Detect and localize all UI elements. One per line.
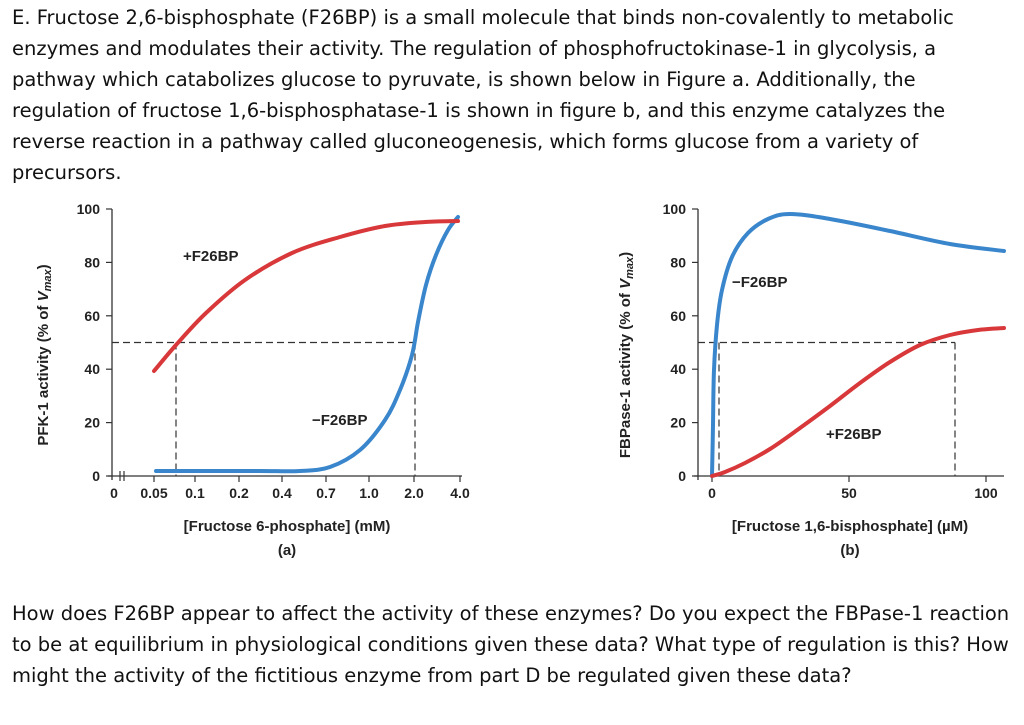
figure-b-y-tick-label: 0: [678, 468, 686, 484]
figure-a-minus-f26bp-curve: [154, 215, 460, 474]
figure-b-x-tick-label: 0: [708, 485, 716, 501]
figure-b-y-tick-label: 40: [670, 361, 686, 377]
figure-a-y-tick-label: 80: [84, 254, 100, 270]
figure-a-y-axis-label: PFK-1 activity (% of Vmax): [35, 264, 54, 445]
figure-a-plus-f26bp-curve: [152, 219, 460, 373]
figure-a-y-tick-label: 100: [77, 201, 101, 217]
figure-a-x-tick-label: 0.05: [140, 485, 167, 501]
figure-b-y-tick-label: 80: [670, 254, 686, 270]
figure-b-x-axis-label: [Fructose 1,6-bisphosphate] (µM): [732, 518, 968, 535]
figure-b-half-max-guides: [698, 341, 956, 476]
figure-b-label-plus-f26bp: +F26BP: [826, 426, 881, 443]
figure-a-x-tick-label: 0.2: [229, 485, 249, 501]
figure-a-x-tick-label: 0.1: [185, 485, 205, 501]
figure-a-y-tick-label: 0: [92, 468, 100, 484]
figure-a-x-tick-label: 0.4: [272, 485, 292, 501]
figure-a-tick-labels: 0 20 40 60 80 100 0 0.05 0.1 0.2 0.4 0.7 1.0 2.0 4.0: [77, 201, 470, 501]
figure-b-y-axis-label: FBPase-1 activity (% of Vmax): [617, 252, 636, 458]
figure-b-y-tick-label: 60: [670, 308, 686, 324]
figure-b-minus-f26bp-curve: [710, 211, 1006, 478]
figure-a-y-tick-label: 20: [84, 415, 100, 431]
figure-a-y-tick-label: 40: [84, 361, 100, 377]
figure-b-fbpase1-chart: 0 20 40 60 80 100 0 50 100 −F26BP +F26BP [Fructo…: [617, 201, 1006, 559]
figure-b-series: [710, 211, 1006, 478]
figure-b-tick-labels: 0 20 40 60 80 100 0 50 100: [663, 201, 998, 501]
question-paragraph: How does F26BP appear to affect the acti…: [12, 602, 1010, 687]
figure-b-y-tick-label: 20: [670, 415, 686, 431]
figure-a-pfk1-chart: 0 20 40 60 80 100 0 0.05 0.1 0.2 0.4 0.7 1.0 2.0 4.0 +…: [35, 201, 470, 559]
figure-a-half-max-guides: [112, 341, 416, 476]
figure-a-x-tick-label: 1.0: [359, 485, 379, 501]
figure-a-x-tick-label: 0.7: [316, 485, 336, 501]
figure-b-label-minus-f26bp: −F26BP: [732, 274, 787, 291]
figure-b-y-tick-label: 100: [663, 201, 687, 217]
figure-a-x-axis-label: [Fructose 6-phosphate] (mM): [184, 518, 391, 535]
figure-a-x-tick-label: 0: [110, 485, 118, 501]
figure-a-y-tick-label: 60: [84, 308, 100, 324]
figure-a-axes: [106, 208, 462, 482]
figure-b-plus-f26bp-curve: [710, 326, 1006, 478]
figure-b-x-tick-label: 50: [841, 485, 857, 501]
figure-a-series: [152, 215, 460, 474]
figure-b-axes: [692, 208, 1004, 482]
intro-paragraph: E. Fructose 2,6-bisphosphate (F26BP) is …: [12, 6, 954, 184]
figure-a-x-tick-label: 2.0: [404, 485, 424, 501]
figure-b-panel-label: (b): [840, 542, 859, 559]
figure-a-panel-label: (a): [278, 542, 296, 559]
figure-a-label-plus-f26bp: +F26BP: [183, 248, 238, 265]
figure-a-label-minus-f26bp: −F26BP: [312, 412, 367, 429]
figure-b-x-tick-label: 100: [974, 485, 998, 501]
figure-a-x-tick-label: 4.0: [450, 485, 470, 501]
